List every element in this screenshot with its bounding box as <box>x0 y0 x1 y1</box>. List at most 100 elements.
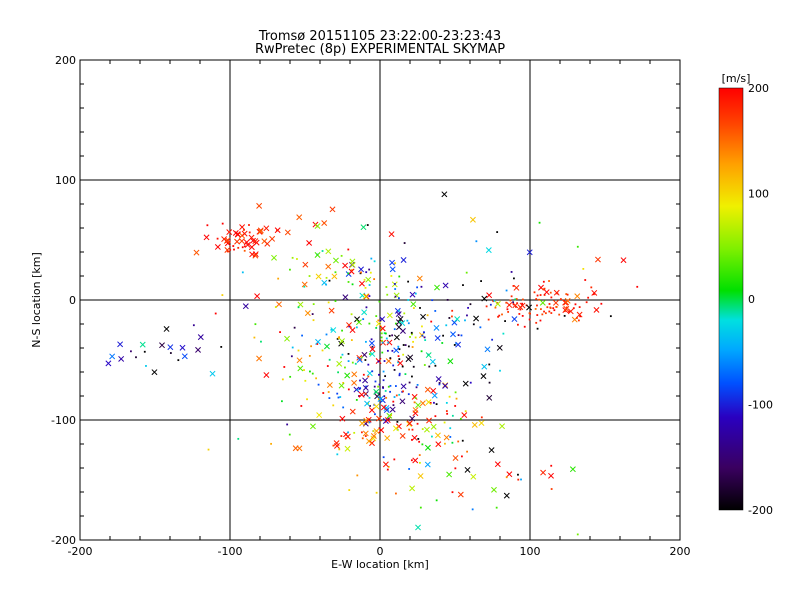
data-point-x <box>424 386 431 393</box>
x-tick-label: 100 <box>520 545 541 558</box>
data-point-dot <box>407 393 410 396</box>
data-point-x <box>248 244 255 251</box>
data-point-x <box>484 346 491 353</box>
data-point-dot <box>347 360 350 363</box>
data-point-dot <box>254 323 257 326</box>
data-point-dot <box>359 379 361 382</box>
data-point-dot <box>609 315 612 318</box>
data-point-dot <box>517 323 519 326</box>
data-point-dot <box>443 421 446 424</box>
data-point-dot <box>344 437 347 440</box>
data-point-dot <box>387 385 390 388</box>
data-point-dot <box>457 334 460 337</box>
data-point-dot <box>348 325 351 328</box>
data-point-dot <box>385 286 388 288</box>
data-point-x <box>363 417 370 424</box>
data-point-x <box>395 423 402 430</box>
data-point-x <box>388 231 395 238</box>
data-point-x <box>349 327 356 334</box>
data-point-dot <box>366 224 369 226</box>
data-point-dot <box>169 352 172 354</box>
data-point-dot <box>370 257 373 260</box>
data-point-x <box>426 417 433 424</box>
data-point-dot <box>411 333 413 336</box>
data-point-x <box>434 432 441 439</box>
data-point-x <box>342 294 349 301</box>
data-point-dot <box>568 310 570 313</box>
data-point-dot <box>378 373 380 376</box>
data-point-dot <box>348 489 351 491</box>
data-point-x <box>362 384 369 391</box>
data-point-dot <box>424 339 427 342</box>
data-point-dot <box>303 285 306 288</box>
data-point-dot <box>390 414 393 417</box>
data-point-x <box>429 358 436 365</box>
data-point-x <box>486 394 493 401</box>
data-point-dot <box>566 293 569 296</box>
data-point-dot <box>371 345 374 348</box>
data-point-dot <box>398 275 401 278</box>
data-point-x <box>362 430 369 437</box>
data-point-x <box>369 440 375 447</box>
data-point-x <box>373 403 380 410</box>
data-point-x <box>353 386 360 393</box>
data-point-x <box>249 251 256 258</box>
data-point-dot <box>226 250 229 253</box>
data-point-dot <box>328 397 331 399</box>
data-point-dot <box>510 271 513 273</box>
colorbar-gradient <box>718 87 744 511</box>
data-point-x <box>234 238 241 245</box>
data-point-dot <box>350 339 353 341</box>
data-point-x <box>254 293 261 300</box>
data-point-x <box>471 421 478 428</box>
data-point-dot <box>395 394 398 397</box>
data-point-dot <box>590 286 593 289</box>
data-point-x <box>480 373 487 380</box>
colorbar-tick-label: 200 <box>748 82 769 95</box>
data-point-dot <box>367 402 370 405</box>
data-point-dot <box>391 349 394 352</box>
data-point-dot <box>311 372 314 375</box>
data-point-dot <box>410 459 413 462</box>
data-point-dot <box>372 430 375 432</box>
data-point-dot <box>446 412 449 415</box>
data-point-dot <box>355 326 358 329</box>
data-point-dot <box>448 317 451 319</box>
data-point-dot <box>243 245 246 248</box>
data-point-dot <box>288 433 291 436</box>
data-point-dot <box>412 365 415 368</box>
data-point-x <box>105 360 112 367</box>
data-point-dot <box>421 325 423 328</box>
data-point-dot <box>221 222 224 225</box>
y-tick-label: 100 <box>55 174 76 187</box>
data-point-dot <box>347 388 350 391</box>
data-point-dot <box>291 346 294 349</box>
data-point-dot <box>430 320 433 323</box>
data-point-x <box>269 235 276 242</box>
data-point-dot <box>308 275 311 277</box>
data-point-x <box>464 466 471 473</box>
data-point-dot <box>504 320 506 322</box>
data-point-dot <box>539 319 542 322</box>
data-point-dot <box>397 309 400 312</box>
data-point-dot <box>177 359 180 362</box>
data-point-dot <box>364 392 367 395</box>
data-point-x <box>296 357 303 364</box>
data-point-x <box>485 247 492 254</box>
data-point-x <box>209 370 216 377</box>
data-point-dot <box>297 306 300 309</box>
data-point-dot <box>369 271 372 274</box>
data-point-x <box>434 284 440 291</box>
data-point-x <box>379 325 386 332</box>
data-point-dot <box>270 442 272 445</box>
data-point-dot <box>509 299 512 302</box>
y-tick-label: -100 <box>51 414 76 427</box>
data-point-x <box>264 240 271 247</box>
data-point-x <box>224 247 231 253</box>
data-point-dot <box>365 385 367 388</box>
data-point-x <box>442 282 449 289</box>
data-point-dot <box>418 461 421 464</box>
data-point-x <box>384 417 391 423</box>
data-point-dot <box>341 329 343 332</box>
data-point-x <box>362 377 369 384</box>
